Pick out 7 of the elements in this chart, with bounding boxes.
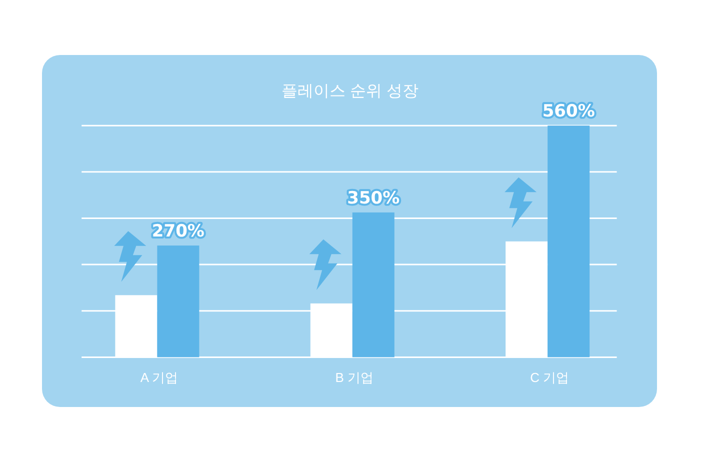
category-label: C 기업: [530, 370, 570, 385]
category-label: A 기업: [140, 370, 178, 385]
value-label: 560%: [542, 102, 595, 122]
value-label: 270%: [152, 222, 204, 242]
value-label: 350%: [347, 188, 400, 208]
title: 플레이스 순위 성장: [282, 83, 418, 100]
category-label: B 기업: [335, 370, 374, 385]
